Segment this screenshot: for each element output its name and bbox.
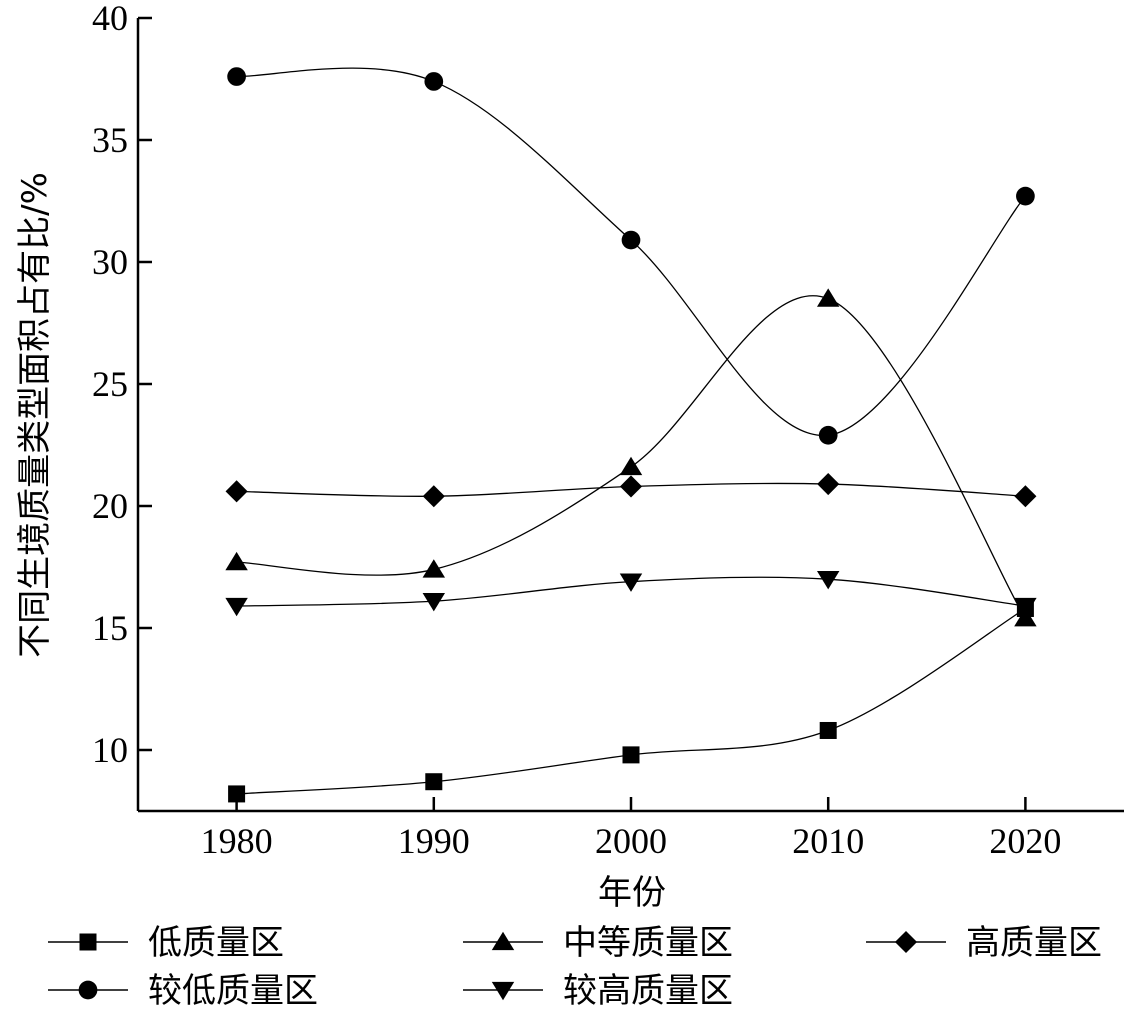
data-point [1014,597,1037,617]
data-point [1014,608,1037,627]
data-point [818,425,838,445]
x-tick-label: 2000 [595,821,667,861]
x-axis-title: 年份 [598,873,666,913]
data-point [225,480,248,503]
y-tick-label: 15 [92,608,128,648]
data-point [817,472,840,496]
data-point [816,288,840,307]
series-line [236,607,1026,795]
data-point [1016,186,1035,206]
legend-item: 中等质量区 [463,923,733,963]
legend-label: 较低质量区 [148,971,318,1011]
data-point [225,597,248,617]
series-1 [228,599,1034,803]
legend-marker [79,933,97,951]
data-point [819,721,837,739]
x-tick-label: 1980 [201,821,273,861]
series-layer [225,67,1037,803]
data-point [422,593,446,612]
y-tick-label: 20 [92,486,128,526]
legend-label: 中等质量区 [563,923,733,963]
data-point [425,773,443,791]
legend-item: 低质量区 [48,923,284,963]
legend-marker [78,980,98,1000]
y-tick-label: 30 [92,242,128,282]
y-tick-label: 35 [92,120,128,160]
data-point [622,746,640,764]
data-point [619,573,643,592]
legend-label: 低质量区 [148,923,284,963]
data-point [227,67,246,86]
x-tick-label: 1990 [398,821,470,861]
y-tick-label: 25 [92,364,128,404]
y-tick-label: 40 [92,0,128,38]
x-tick-label: 2020 [989,821,1061,861]
series-4 [227,67,1035,445]
data-point [621,230,641,250]
series-5 [225,571,1037,617]
y-axis-title: 不同生境质量类型面积占有比/% [15,172,55,658]
series-line [236,67,1026,436]
data-point [619,475,643,498]
series-line [236,295,1026,619]
legend-marker [491,931,515,951]
data-point [1014,485,1037,508]
data-point [422,485,445,508]
series-2 [225,288,1037,627]
legend-item: 较高质量区 [463,971,733,1011]
legend-label: 高质量区 [966,923,1102,963]
x-tick-label: 2010 [792,821,864,861]
legend-label: 较高质量区 [563,971,733,1011]
data-point [228,785,246,803]
legend-marker [894,930,918,954]
data-point [816,571,840,590]
y-tick-label: 10 [92,730,128,770]
legend-item: 高质量区 [866,923,1102,963]
data-point [619,456,643,476]
data-point [225,551,248,571]
legend-marker [491,981,515,1001]
axes: 10 15 20 25 30 35 40 1980 1990 2000 2010 2020 [92,0,1124,861]
series-3 [225,472,1037,508]
legend-item: 较低质量区 [48,971,318,1011]
data-point [422,559,446,578]
data-point [424,72,444,91]
